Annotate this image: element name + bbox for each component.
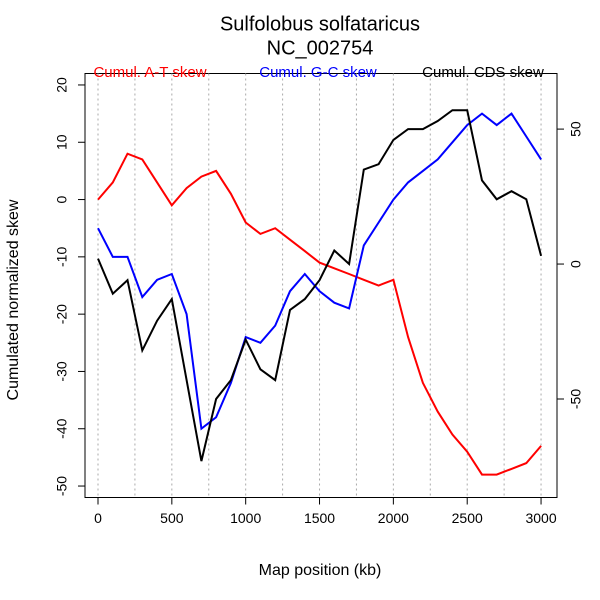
y2-tick-label: 0: [568, 260, 584, 268]
y-tick-label: -50: [54, 476, 70, 496]
y-tick-label: 0: [54, 195, 70, 203]
y2-tick-label: 50: [568, 121, 584, 137]
y-tick-label: -40: [54, 418, 70, 438]
y-tick-label: -20: [54, 304, 70, 324]
x-tick-label: 2500: [452, 510, 483, 526]
y-tick-label: -30: [54, 361, 70, 381]
y-tick-label: -10: [54, 247, 70, 267]
series-line: [97, 112, 542, 431]
y-axis-label: Cumulated normalized skew: [5, 199, 22, 400]
y-tick-label: 10: [54, 134, 70, 150]
series-line: [97, 152, 542, 476]
legend-label: Cumul. A-T skew: [93, 64, 206, 81]
x-tick-label: 1500: [304, 510, 335, 526]
x-tick-label: 500: [160, 510, 184, 526]
x-tick-label: 1000: [230, 510, 261, 526]
legend-label: Cumul. G-C skew: [259, 64, 377, 81]
y-tick-label: 20: [54, 77, 70, 93]
x-tick-label: 2000: [378, 510, 409, 526]
x-tick-label: 3000: [525, 510, 556, 526]
series-line: [97, 109, 543, 462]
chart-title: Sulfolobus solfataricus: [220, 13, 420, 35]
x-tick-label: 0: [94, 510, 102, 526]
chart-subtitle: NC_002754: [267, 37, 374, 59]
x-axis-label: Map position (kb): [259, 562, 382, 579]
y2-tick-label: -50: [568, 389, 584, 409]
legend-label: Cumul. CDS skew: [422, 64, 544, 81]
plot-frame: [84, 73, 558, 498]
